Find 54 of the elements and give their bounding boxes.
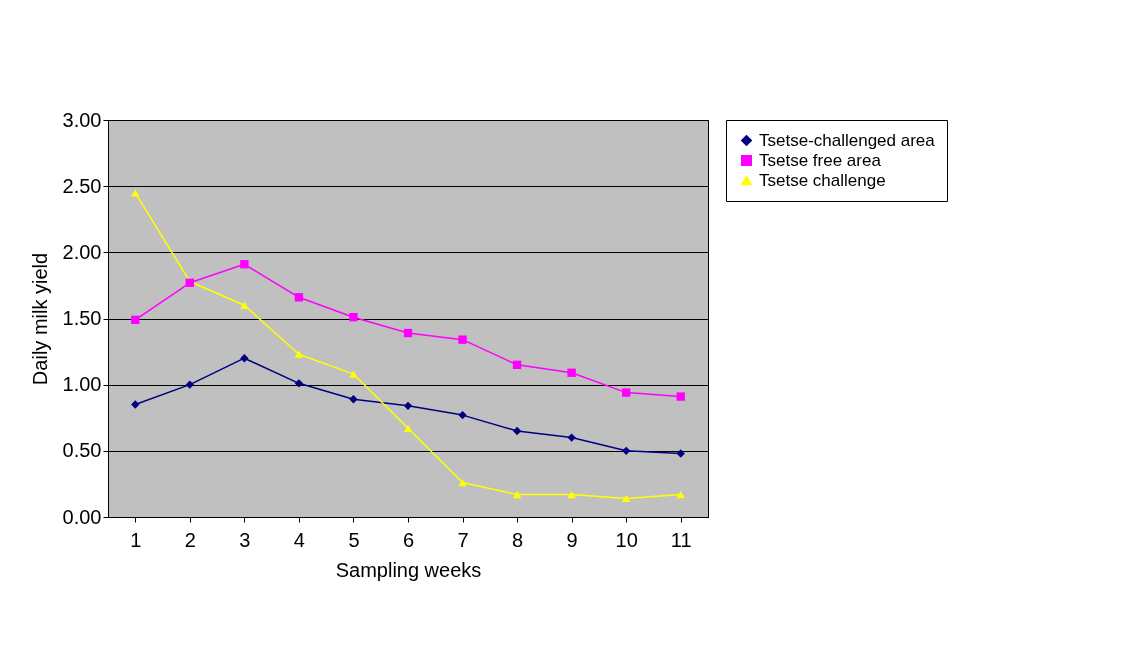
legend-label: Tsetse-challenged area xyxy=(759,130,936,150)
point xyxy=(294,293,304,302)
point xyxy=(131,189,140,197)
point xyxy=(349,312,358,322)
x-tick-label: 3 xyxy=(239,528,251,551)
point xyxy=(240,354,249,363)
x-tick-label: 4 xyxy=(293,528,305,551)
point xyxy=(512,426,522,436)
point xyxy=(567,368,576,377)
point xyxy=(294,350,304,358)
point xyxy=(458,335,467,344)
point xyxy=(185,380,194,389)
point xyxy=(512,360,522,369)
legend-label: Tsetse free area xyxy=(759,150,882,170)
y-tick-label: 2.50 xyxy=(62,174,102,197)
x-tick-label: 2 xyxy=(184,528,196,551)
x-tick-label: 7 xyxy=(457,528,469,551)
x-tick-label: 5 xyxy=(348,528,360,551)
x-axis-title: Sampling weeks xyxy=(335,558,482,581)
point xyxy=(240,260,249,269)
point xyxy=(403,328,413,338)
y-tick-label: 1.50 xyxy=(62,307,102,329)
point xyxy=(349,370,358,378)
point xyxy=(622,446,631,456)
point xyxy=(240,301,249,309)
y-tick-label: 0.00 xyxy=(62,505,102,528)
x-tick-label: 9 xyxy=(566,528,578,551)
point xyxy=(403,424,413,432)
point xyxy=(676,449,685,458)
point xyxy=(622,494,631,503)
point xyxy=(294,379,304,388)
x-tick-label: 10 xyxy=(615,528,638,551)
point xyxy=(131,315,140,325)
y-axis-title: Daily milk yield xyxy=(28,252,51,386)
point xyxy=(458,410,467,420)
y-tick-label: 2.00 xyxy=(62,240,102,263)
point xyxy=(676,490,685,499)
y-tick-label: 0.50 xyxy=(62,439,102,462)
point xyxy=(458,478,467,487)
point xyxy=(403,401,413,411)
point xyxy=(512,490,522,499)
x-tick-label: 1 xyxy=(130,528,142,551)
y-tick-label: 3.00 xyxy=(62,108,102,131)
x-tick-label: 8 xyxy=(512,528,524,551)
point xyxy=(567,490,576,499)
y-tick-label: 1.00 xyxy=(62,373,102,396)
x-tick-label: 11 xyxy=(670,528,692,551)
point xyxy=(349,395,358,404)
point xyxy=(676,392,685,401)
point xyxy=(567,433,576,442)
x-tick-label: 6 xyxy=(402,528,415,551)
legend-label: Tsetse challenge xyxy=(759,170,886,190)
point xyxy=(131,400,140,409)
point xyxy=(622,388,631,397)
